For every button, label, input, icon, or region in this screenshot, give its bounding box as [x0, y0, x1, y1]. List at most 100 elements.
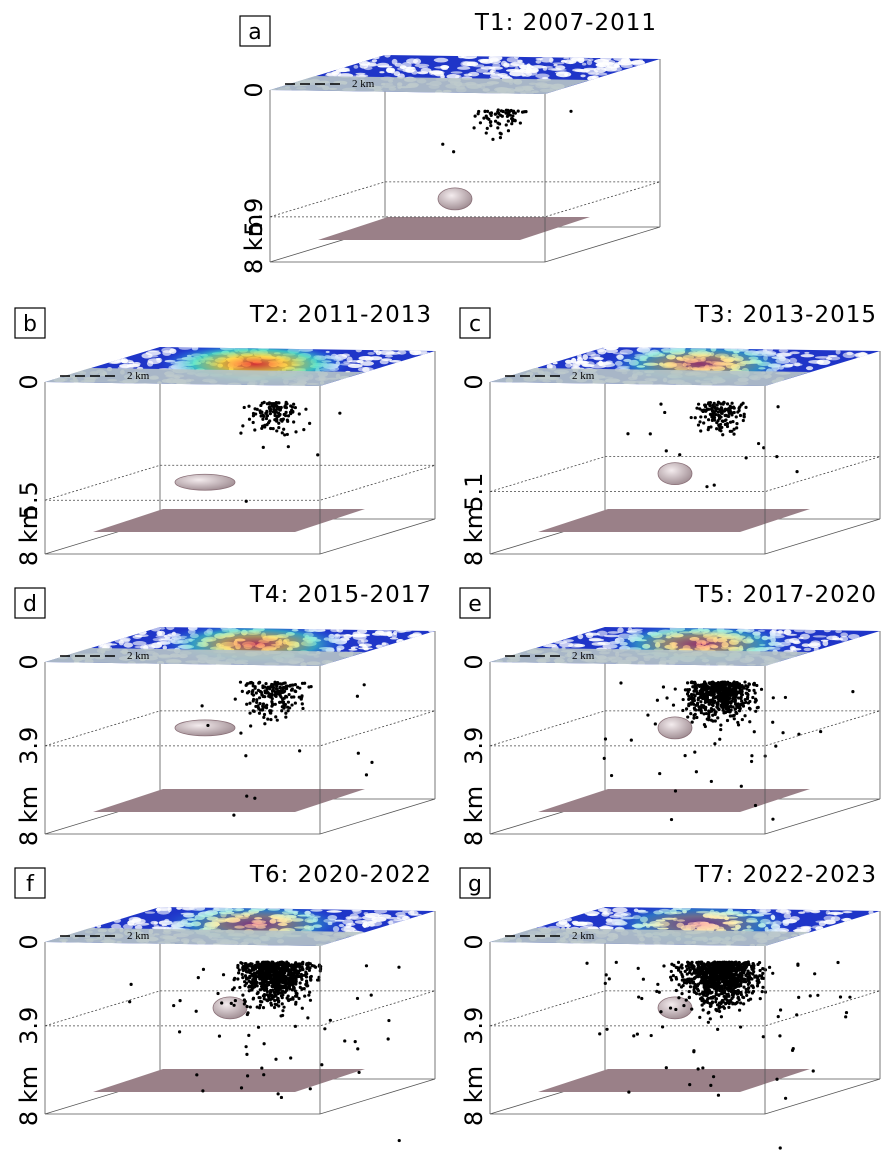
earthquake	[397, 966, 400, 969]
earthquake	[259, 1004, 262, 1007]
earthquake	[727, 415, 730, 418]
speckle	[161, 347, 174, 353]
earthquake	[509, 113, 512, 116]
earthquake	[848, 996, 851, 999]
source-plane	[538, 789, 810, 812]
earthquake	[292, 420, 295, 423]
earthquake	[686, 972, 689, 975]
earthquake	[605, 1028, 608, 1031]
speckle	[582, 63, 587, 66]
depth-plane	[45, 711, 435, 746]
earthquake	[309, 1087, 312, 1090]
earthquake	[736, 410, 739, 413]
earthquake	[688, 1083, 691, 1086]
earthquake	[268, 962, 271, 965]
speckle	[507, 57, 519, 62]
earthquake	[722, 1005, 725, 1008]
earthquake	[756, 976, 759, 979]
source-plane	[93, 1069, 365, 1092]
earthquake	[707, 408, 710, 411]
earthquake	[737, 723, 740, 726]
earthquake	[501, 115, 504, 118]
earthquake	[684, 754, 687, 757]
depth-label: 8 km	[15, 506, 43, 566]
earthquake	[250, 973, 253, 976]
earthquake	[682, 1004, 685, 1007]
speckle	[128, 362, 134, 364]
earthquake	[318, 963, 321, 966]
speckle	[363, 647, 369, 650]
speckle	[828, 355, 838, 357]
earthquake	[234, 698, 237, 701]
speckle	[150, 626, 161, 632]
earthquake	[278, 701, 281, 704]
earthquake	[735, 972, 738, 975]
earthquake	[297, 970, 300, 973]
earthquake	[705, 689, 708, 692]
panel: gT7: 2022-20232 km03.98 km	[460, 862, 880, 1150]
earthquake	[195, 1010, 198, 1013]
earthquake	[723, 991, 726, 994]
earthquake	[245, 970, 248, 973]
speckle	[148, 643, 162, 648]
earthquake	[294, 701, 297, 704]
earthquake	[273, 993, 276, 996]
earthquake	[751, 991, 754, 994]
earthquake	[487, 118, 490, 121]
earthquake	[277, 401, 280, 404]
earthquake	[739, 976, 742, 979]
earthquake	[812, 1069, 815, 1072]
earthquake	[271, 997, 274, 1000]
earthquake	[276, 998, 279, 1001]
earthquake	[290, 696, 293, 699]
earthquake	[721, 704, 724, 707]
earthquake	[697, 423, 700, 426]
earthquake	[265, 998, 268, 1001]
earthquake	[274, 1003, 277, 1006]
earthquake	[287, 445, 290, 448]
earthquake	[304, 971, 307, 974]
earthquake	[719, 987, 722, 990]
earthquake	[272, 688, 275, 691]
earthquake	[264, 975, 267, 978]
earthquake	[284, 966, 287, 969]
speckle	[348, 364, 363, 368]
speckle	[396, 628, 407, 633]
speckle	[779, 349, 789, 353]
earthquake	[206, 724, 209, 727]
earthquake	[261, 974, 264, 977]
earthquake	[741, 402, 744, 405]
earthquake	[502, 110, 505, 113]
earthquake	[687, 961, 690, 964]
earthquake	[713, 973, 716, 976]
speckle	[598, 63, 609, 65]
scale-label: 2 km	[127, 370, 150, 382]
earthquake	[276, 966, 279, 969]
earthquake	[739, 1025, 742, 1028]
earthquake	[509, 110, 512, 113]
earthquake	[282, 428, 285, 431]
earthquake	[472, 126, 475, 129]
earthquake	[299, 981, 302, 984]
speckle	[836, 349, 841, 354]
earthquake	[246, 1013, 249, 1016]
speckle	[368, 61, 376, 66]
earthquake	[303, 987, 306, 990]
earthquake	[738, 964, 741, 967]
earthquake	[231, 988, 234, 991]
earthquake	[742, 962, 745, 965]
earthquake	[276, 719, 279, 722]
speckle	[843, 352, 856, 358]
speckle	[578, 57, 585, 63]
earthquake	[731, 969, 734, 972]
earthquake	[291, 687, 294, 690]
earthquake	[281, 697, 284, 700]
speckle	[150, 921, 158, 925]
earthquake	[245, 1045, 248, 1048]
earthquake	[263, 1042, 266, 1045]
earthquake	[275, 410, 278, 413]
earthquake	[696, 702, 699, 705]
speckle	[363, 922, 367, 928]
earthquake	[691, 681, 694, 684]
earthquake	[733, 680, 736, 683]
